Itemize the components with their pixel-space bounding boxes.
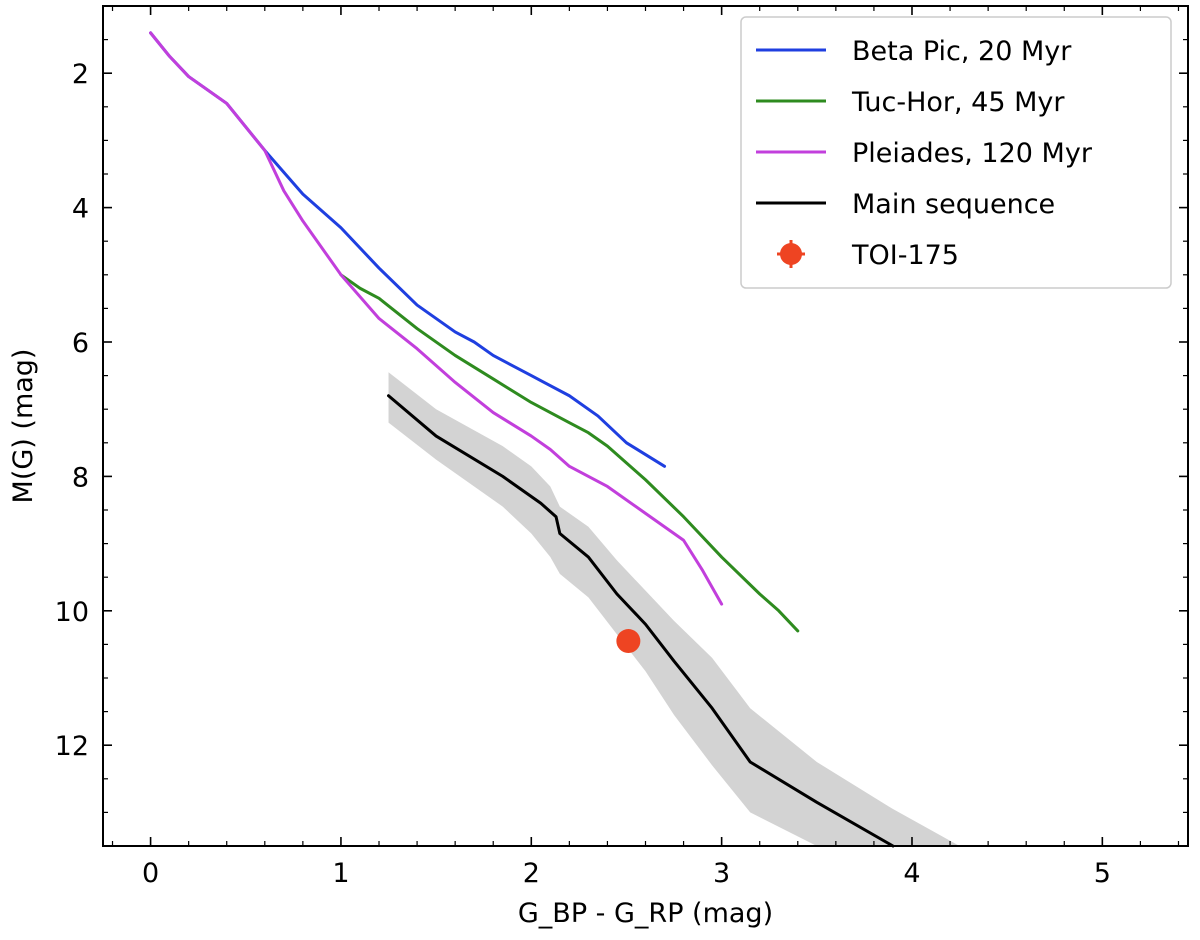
x-tick-label: 5: [1094, 858, 1111, 889]
series-lines-layer: [149, 31, 895, 848]
y-tick-label: 6: [72, 328, 89, 359]
y-tick-label: 8: [72, 462, 89, 493]
legend-label-toi-175: TOI-175: [851, 240, 959, 271]
x-axis-label: G_BP - G_RP (mag): [518, 898, 773, 929]
legend-point-marker: [780, 243, 802, 265]
legend-label-tuc-hor: Tuc-Hor, 45 Myr: [851, 87, 1065, 118]
legend-label-main-sequence: Main sequence: [852, 189, 1055, 220]
legend-label-pleiades: Pleiades, 120 Myr: [852, 138, 1093, 169]
y-tick-label: 4: [72, 194, 89, 225]
data-point-toi-175: [616, 629, 641, 654]
legend: Beta Pic, 20 Myr Tuc-Hor, 45 Myr Pleiade…: [740, 16, 1172, 289]
legend-box: [740, 16, 1172, 289]
data-points-layer: [616, 629, 641, 654]
legend-marker-toi-175: [777, 240, 805, 268]
x-tick-label: 4: [903, 858, 920, 889]
y-tick-label: 2: [72, 59, 89, 90]
x-tick-label: 2: [523, 858, 540, 889]
series-line-tuc-hor-45-myr: [339, 273, 800, 633]
main-sequence-band: [388, 372, 960, 846]
series-line-main-sequence: [387, 394, 895, 848]
x-tick-label: 0: [142, 858, 159, 889]
series-line-pleiades-120-myr: [149, 31, 724, 606]
x-tick-label: 3: [713, 858, 730, 889]
y-tick-label: 10: [55, 597, 89, 628]
x-tick-label: 1: [332, 858, 349, 889]
y-axis-label: M(G) (mag): [8, 349, 39, 504]
legend-label-beta-pic: Beta Pic, 20 Myr: [852, 36, 1072, 67]
y-tick-label: 12: [55, 731, 89, 762]
main-sequence-band-layer: [388, 372, 960, 846]
